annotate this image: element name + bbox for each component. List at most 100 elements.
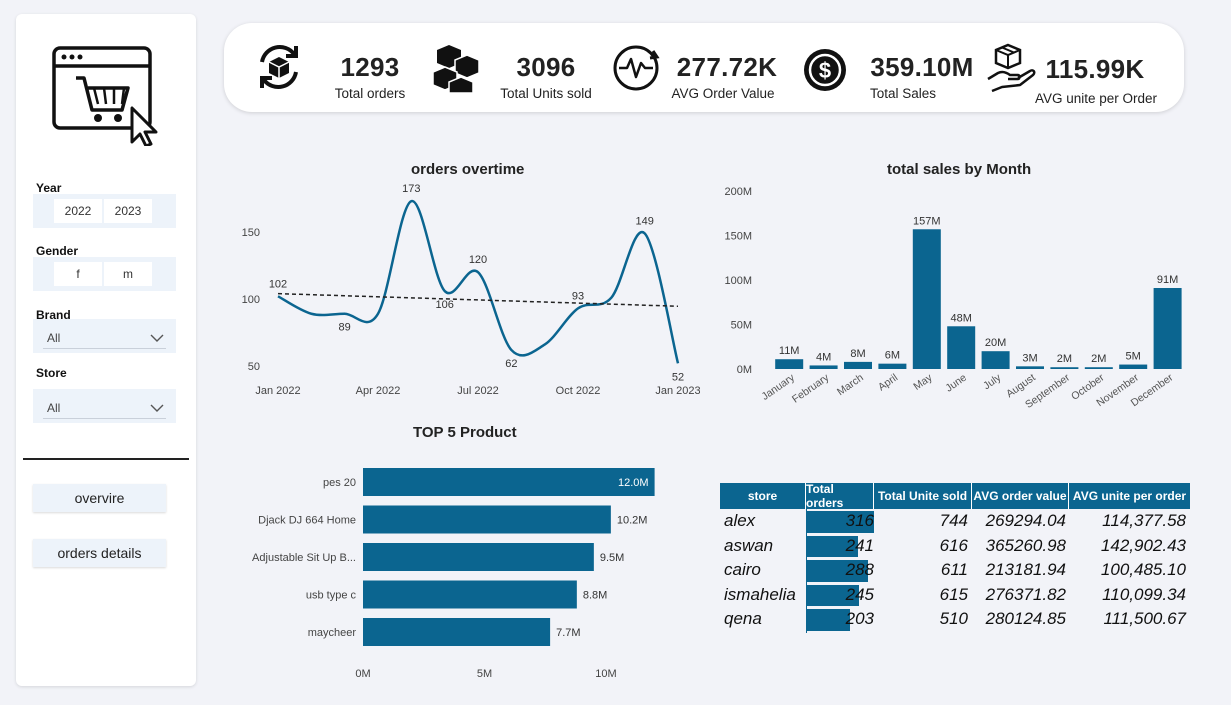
avg-order-cell: 280124.85 (985, 609, 1066, 629)
units-cell: 744 (939, 511, 968, 531)
table-row[interactable]: ismahelia 245 615 276371.82 110,099.34 (720, 583, 1190, 608)
bar-value-label: 91M (1157, 274, 1178, 286)
top-products-title: TOP 5 Product (413, 424, 517, 441)
kpi-bar: 1293 Total orders 3096 Total Units sold … (224, 23, 1184, 112)
year-filter: 2022 2023 (33, 194, 176, 228)
product-label: usb type c (306, 590, 357, 602)
chevron-down-icon (150, 334, 164, 342)
orders-overtime-chart: 50 100 150 Jan 2022 Apr 2022 Jul 2022 Oct 2022… (242, 183, 700, 397)
top-products-chart: pes 20 12.0M Djack DJ 664 Home 10.2M Adjusta… (252, 468, 655, 680)
sales-bar (1153, 288, 1182, 369)
y-tick-label: 50M (731, 320, 752, 332)
orders-details-nav-button[interactable]: orders details (33, 539, 166, 567)
data-label: 102 (269, 278, 287, 290)
avg-order-cell: 269294.04 (985, 511, 1066, 531)
x-category-label: February (790, 371, 832, 405)
col-avg-order-value[interactable]: AVG order value (972, 483, 1069, 509)
overview-nav-button[interactable]: overvire (33, 484, 166, 512)
x-category-label: June (943, 372, 969, 395)
orders-chart-title: orders overtime (411, 161, 525, 178)
avg-units-cell: 110,099.34 (1102, 584, 1186, 604)
store-table: store Total orders Total Unite sold AVG … (720, 482, 1190, 633)
bar-value-label: 9.5M (600, 552, 624, 564)
data-label: 149 (635, 215, 653, 227)
chevron-down-icon (150, 404, 164, 412)
data-label: 93 (572, 290, 584, 302)
col-total-units[interactable]: Total Unite sold (874, 483, 972, 509)
col-store[interactable]: store (720, 483, 806, 509)
y-tick-label: 50 (248, 361, 260, 373)
avg-order-cell: 213181.94 (985, 560, 1066, 580)
avg-order-cell: 276371.82 (985, 584, 1066, 604)
data-label: 173 (402, 183, 420, 195)
total-orders-value: 1293 (340, 52, 400, 82)
data-label: 120 (469, 254, 487, 266)
store-table-header: store Total orders Total Unite sold AVG … (720, 482, 1190, 510)
gender-filter: f m (33, 257, 176, 291)
total-orders-label: Total orders (334, 86, 406, 101)
avg-units-per-order-value: 115.99K (1045, 54, 1145, 84)
store-dropdown[interactable]: All (33, 389, 176, 423)
x-tick-label: 5M (477, 668, 492, 680)
col-avg-units-per-order[interactable]: AVG unite per order (1072, 489, 1187, 503)
x-tick-label: Oct 2022 (556, 385, 601, 397)
units-cell: 611 (940, 560, 968, 580)
store-cell: aswan (724, 535, 774, 555)
table-row[interactable]: aswan 241 616 365260.98 142,902.43 (720, 534, 1190, 559)
gender-option-f[interactable]: f (54, 262, 102, 286)
year-option-2023[interactable]: 2023 (104, 199, 152, 223)
avg-order-value-value: 277.72K (676, 52, 778, 82)
sales-by-month-chart: 0M50M100M150M200M11MJanuary4MFebruary8MM… (724, 186, 1182, 411)
store-table-body: alex 316 744 269294.04 114,377.58 aswan 241 616… (720, 509, 1190, 632)
product-bar (363, 468, 655, 496)
orders-value: 288 (845, 560, 874, 580)
bar-value-label: 11M (779, 345, 800, 357)
y-tick-label: 150 (242, 227, 260, 239)
bar-value-label: 3M (1022, 352, 1037, 364)
sales-chart-title: total sales by Month (887, 161, 1032, 178)
units-cell: 510 (939, 609, 968, 629)
bar-value-label: 8.8M (583, 590, 607, 602)
total-sales-label: Total Sales (869, 86, 937, 101)
sales-bar (981, 351, 1010, 369)
year-option-2022[interactable]: 2022 (54, 199, 102, 223)
filter-sidebar: Year 2022 2023 Gender f m Brand All Stor… (16, 14, 196, 686)
sales-bar (878, 363, 907, 369)
product-bar (363, 543, 594, 571)
brand-filter-label: Brand (36, 308, 71, 322)
x-category-label: May (911, 371, 935, 393)
store-filter-label: Store (36, 366, 67, 380)
orders-cell: 245 (806, 583, 874, 608)
table-row[interactable]: cairo 288 611 213181.94 100,485.10 (720, 558, 1190, 583)
units-cell: 615 (939, 584, 968, 604)
data-label: 52 (672, 371, 684, 383)
avg-order-cell: 365260.98 (985, 535, 1066, 555)
sales-bar (912, 229, 941, 369)
product-label: Djack DJ 664 Home (258, 515, 356, 527)
table-row[interactable]: alex 316 744 269294.04 114,377.58 (720, 509, 1190, 534)
x-tick-label: Jan 2023 (655, 385, 700, 397)
sidebar-divider (23, 458, 189, 460)
box-cycle-icon (260, 45, 298, 89)
store-cell: qena (724, 609, 762, 629)
total-units-label: Total Units sold (500, 86, 592, 101)
y-tick-label: 150M (724, 231, 752, 243)
svg-text:$: $ (819, 58, 831, 83)
bar-value-label: 2M (1091, 353, 1106, 365)
bar-value-label: 12.0M (618, 477, 649, 489)
table-row[interactable]: qena 203 510 280124.85 111,500.67 (720, 607, 1190, 632)
x-tick-label: 10M (595, 668, 616, 680)
bar-value-label: 5M (1126, 351, 1141, 363)
bar-value-label: 2M (1057, 353, 1072, 365)
col-total-orders[interactable]: Total orders (806, 482, 874, 510)
product-label: Adjustable Sit Up B... (252, 552, 356, 564)
brand-dropdown[interactable]: All (33, 319, 176, 353)
sales-bar (1050, 367, 1079, 369)
total-units-value: 3096 (516, 52, 576, 82)
gender-option-m[interactable]: m (104, 262, 152, 286)
bar-value-label: 48M (950, 312, 971, 324)
store-cell: ismahelia (724, 584, 796, 604)
x-tick-label: 0M (355, 668, 370, 680)
bar-value-label: 10.2M (617, 515, 648, 527)
bar-value-label: 20M (985, 337, 1006, 349)
